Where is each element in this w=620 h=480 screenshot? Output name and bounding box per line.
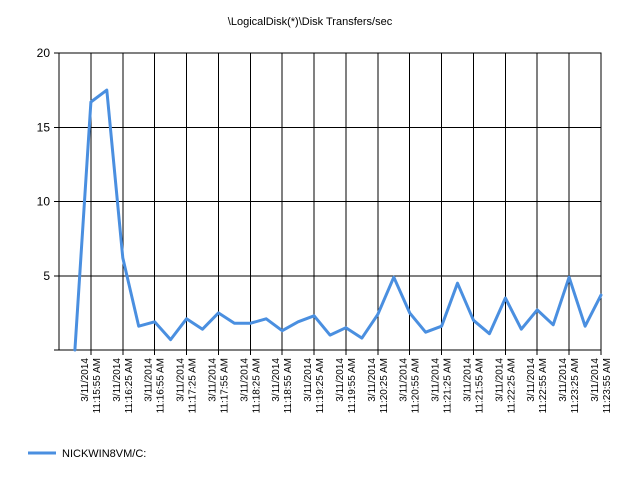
x-tick-label: 3/11/2014 11:16:25 AM: [112, 358, 135, 414]
x-tick-label-time: 11:23:25 AM: [570, 358, 581, 413]
x-tick-label-date: 3/11/2014: [207, 358, 218, 402]
x-tick-label: 3/11/2014 11:17:25 AM: [176, 358, 199, 414]
x-tick-label: 3/11/2014 11:17:55 AM: [207, 358, 230, 414]
x-tick-label-date: 3/11/2014: [335, 358, 346, 402]
x-tick-label-time: 11:16:55 AM: [156, 358, 167, 413]
x-tick-label: 3/11/2014 11:15:55 AM: [80, 358, 103, 414]
x-tick-label: 3/11/2014 11:20:25 AM: [367, 358, 390, 414]
x-tick-label-time: 11:17:25 AM: [188, 358, 199, 413]
x-tick-label: 3/11/2014 11:22:55 AM: [526, 358, 549, 414]
x-tick-label-time: 11:21:25 AM: [443, 358, 454, 413]
y-tick-label: 5: [43, 269, 50, 283]
x-tick-label-date: 3/11/2014: [239, 358, 250, 402]
x-tick-label-date: 3/11/2014: [431, 358, 442, 402]
x-tick-label: 3/11/2014 11:19:25 AM: [303, 358, 326, 414]
x-tick-label: 3/11/2014 11:18:55 AM: [271, 358, 294, 414]
x-tick-label-time: 11:22:25 AM: [506, 358, 517, 413]
x-tick-label-time: 11:17:55 AM: [219, 358, 230, 413]
x-tick-label: 3/11/2014 11:20:55 AM: [399, 358, 422, 414]
x-tick-label-time: 11:19:55 AM: [347, 358, 358, 413]
x-tick-label-time: 11:18:25 AM: [251, 358, 262, 413]
x-tick-label-date: 3/11/2014: [112, 358, 123, 402]
y-axis-ticks: 5 10 15 20: [37, 46, 59, 351]
x-tick-label-time: 11:15:55 AM: [92, 358, 103, 413]
x-tick-label-date: 3/11/2014: [176, 358, 187, 402]
x-tick-label-time: 11:23:55 AM: [602, 358, 613, 413]
x-tick-label-date: 3/11/2014: [80, 358, 91, 402]
series-layer: [73, 88, 603, 352]
x-axis-ticks: 3/11/2014 11:15:55 AM 3/11/2014 11:16:25 AM…: [80, 350, 613, 413]
x-tick-label-date: 3/11/2014: [590, 358, 601, 402]
x-tick-label-date: 3/11/2014: [558, 358, 569, 402]
x-tick-label: 3/11/2014 11:21:55 AM: [462, 358, 485, 414]
y-tick-label: 10: [37, 195, 51, 209]
series-line-0: [73, 88, 603, 352]
x-tick-label-time: 11:21:55 AM: [474, 358, 485, 413]
legend-label: NICKWIN8VM/C:: [62, 448, 146, 460]
x-tick-label-time: 11:16:25 AM: [124, 358, 135, 413]
x-tick-label-date: 3/11/2014: [144, 358, 155, 402]
x-tick-label-date: 3/11/2014: [526, 358, 537, 402]
x-tick-label-time: 11:18:55 AM: [283, 358, 294, 413]
x-tick-label-date: 3/11/2014: [271, 358, 282, 402]
x-tick-label-time: 11:19:25 AM: [315, 358, 326, 413]
chart-title: \LogicalDisk(*)\Disk Transfers/sec: [228, 16, 393, 28]
x-tick-label: 3/11/2014 11:19:55 AM: [335, 358, 358, 414]
x-tick-label: 3/11/2014 11:16:55 AM: [144, 358, 167, 414]
x-tick-label: 3/11/2014 11:23:55 AM: [590, 358, 613, 414]
x-tick-label-date: 3/11/2014: [303, 358, 314, 402]
x-tick-label-date: 3/11/2014: [462, 358, 473, 402]
x-tick-label-date: 3/11/2014: [367, 358, 378, 402]
x-tick-label-time: 11:20:25 AM: [379, 358, 390, 413]
x-tick-label: 3/11/2014 11:22:25 AM: [494, 358, 517, 414]
x-tick-label-time: 11:20:55 AM: [411, 358, 422, 413]
x-tick-label-date: 3/11/2014: [494, 358, 505, 402]
x-tick-label-date: 3/11/2014: [399, 358, 410, 402]
grid: [59, 52, 602, 350]
legend: NICKWIN8VM/C:: [28, 448, 146, 460]
x-tick-label: 3/11/2014 11:21:25 AM: [431, 358, 454, 414]
x-tick-label: 3/11/2014 11:23:25 AM: [558, 358, 581, 414]
y-tick-label: 15: [37, 120, 51, 134]
x-tick-label: 3/11/2014 11:18:25 AM: [239, 358, 262, 414]
y-tick-label: 20: [37, 46, 51, 60]
x-tick-label-time: 11:22:55 AM: [538, 358, 549, 413]
